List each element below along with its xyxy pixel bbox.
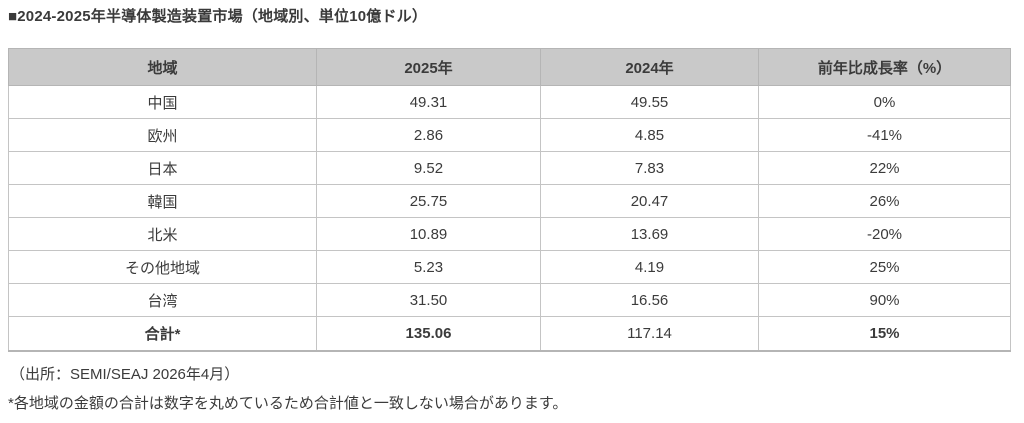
growth-cell: 90% bbox=[758, 283, 1011, 317]
value-2025-cell: 5.23 bbox=[316, 250, 541, 284]
value-2025-cell: 9.52 bbox=[316, 151, 541, 185]
region-cell: その他地域 bbox=[8, 250, 317, 284]
value-2024-cell: 4.85 bbox=[540, 118, 759, 152]
source-attribution: （出所：SEMI/SEAJ 2026年4月） bbox=[10, 365, 240, 383]
region-cell: 北米 bbox=[8, 217, 317, 251]
growth-cell: 26% bbox=[758, 184, 1011, 218]
region-cell: 欧州 bbox=[8, 118, 317, 152]
value-2024-cell: 4.19 bbox=[540, 250, 759, 284]
header-2025: 2025年 bbox=[316, 48, 541, 86]
figure-title: ■2024-2025年半導体製造装置市場（地域別、単位10億ドル） bbox=[8, 8, 428, 25]
total-growth-cell: 15% bbox=[758, 316, 1011, 351]
value-2025-cell: 10.89 bbox=[316, 217, 541, 251]
region-cell: 中国 bbox=[8, 85, 317, 119]
header-region: 地域 bbox=[8, 48, 317, 86]
table-row: 北米 10.89 13.69 -20% bbox=[8, 217, 1011, 251]
value-2025-cell: 2.86 bbox=[316, 118, 541, 152]
value-2025-cell: 25.75 bbox=[316, 184, 541, 218]
total-row: 合計* 135.06 117.14 15% bbox=[8, 316, 1011, 351]
growth-cell: -20% bbox=[758, 217, 1011, 251]
value-2024-cell: 16.56 bbox=[540, 283, 759, 317]
total-2025-cell: 135.06 bbox=[316, 316, 541, 351]
table-row: その他地域 5.23 4.19 25% bbox=[8, 250, 1011, 284]
total-label-cell: 合計* bbox=[8, 316, 317, 351]
header-growth: 前年比成長率（%） bbox=[758, 48, 1011, 86]
market-data-table: 地域 2025年 2024年 前年比成長率（%） 中国 49.31 49.55 … bbox=[8, 48, 1011, 352]
table-row: 台湾 31.50 16.56 90% bbox=[8, 283, 1011, 317]
figure-container: ■2024-2025年半導体製造装置市場（地域別、単位10億ドル） 地域 202… bbox=[8, 8, 1011, 412]
value-2024-cell: 7.83 bbox=[540, 151, 759, 185]
value-2024-cell: 49.55 bbox=[540, 85, 759, 119]
header-2024: 2024年 bbox=[540, 48, 759, 86]
region-cell: 日本 bbox=[8, 151, 317, 185]
growth-cell: 22% bbox=[758, 151, 1011, 185]
table-body: 中国 49.31 49.55 0% 欧州 2.86 4.85 -41% 日本 9… bbox=[8, 85, 1011, 351]
header-row: 地域 2025年 2024年 前年比成長率（%） bbox=[8, 48, 1011, 86]
region-cell: 韓国 bbox=[8, 184, 317, 218]
growth-cell: 0% bbox=[758, 85, 1011, 119]
footnote: *各地域の金額の合計は数字を丸めているため合計値と一致しない場合があります。 bbox=[8, 394, 568, 412]
total-2024-cell: 117.14 bbox=[540, 316, 759, 351]
table-row: 中国 49.31 49.55 0% bbox=[8, 85, 1011, 119]
growth-cell: -41% bbox=[758, 118, 1011, 152]
region-cell: 台湾 bbox=[8, 283, 317, 317]
table-row: 日本 9.52 7.83 22% bbox=[8, 151, 1011, 185]
table-header: 地域 2025年 2024年 前年比成長率（%） bbox=[8, 48, 1011, 86]
growth-cell: 25% bbox=[758, 250, 1011, 284]
value-2025-cell: 31.50 bbox=[316, 283, 541, 317]
value-2025-cell: 49.31 bbox=[316, 85, 541, 119]
value-2024-cell: 20.47 bbox=[540, 184, 759, 218]
table-row: 韓国 25.75 20.47 26% bbox=[8, 184, 1011, 218]
table-row: 欧州 2.86 4.85 -41% bbox=[8, 118, 1011, 152]
value-2024-cell: 13.69 bbox=[540, 217, 759, 251]
